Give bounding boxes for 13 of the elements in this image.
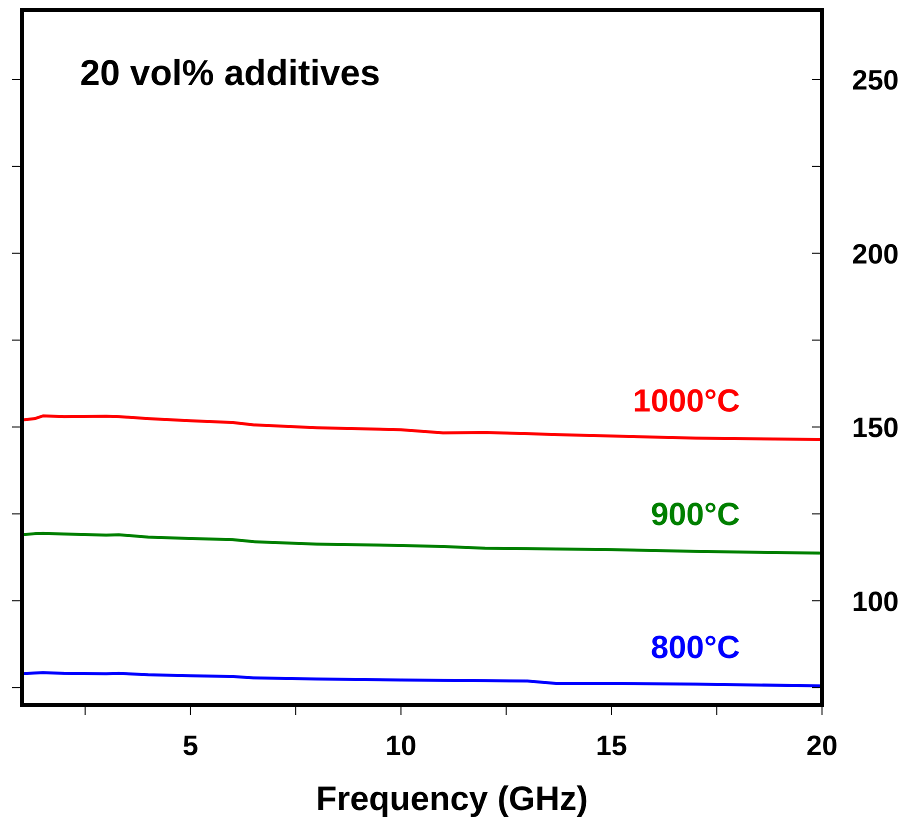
x-tick-label: 10 [385,730,417,761]
y-tick-label: 250 [852,64,899,96]
x-axis-title: Frequency (GHz) [316,780,588,818]
series-label: 800°C [650,628,740,665]
x-tick-label: 20 [806,730,838,761]
y-tick-label: 100 [852,586,899,617]
x-tick-label: 15 [596,730,628,761]
series-label: 900°C [650,496,740,532]
y-tick-label: 200 [852,238,899,270]
series-label: 1000°C [632,382,740,419]
y-tick-label: 150 [852,412,899,443]
x-tick-label: 5 [182,730,198,761]
text: 20 vol% additives [80,52,380,93]
